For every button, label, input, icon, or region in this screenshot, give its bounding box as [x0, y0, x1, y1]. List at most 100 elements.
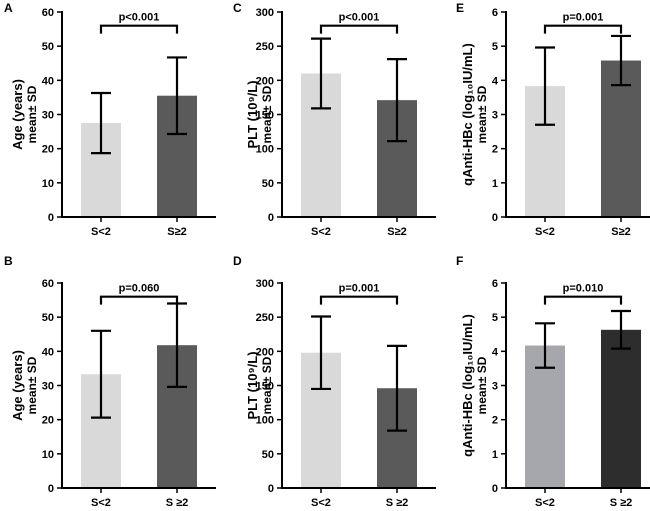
- panel-d-errorbar-s-2: [387, 344, 407, 432]
- panel-a-ytick-label: 50: [42, 41, 54, 53]
- panel-b-errorbar-s-2: [91, 329, 111, 419]
- panel-e-category-label: S<2: [535, 226, 555, 238]
- panel-f-ytick-label: 5: [492, 312, 498, 324]
- panel-c-ylabel-sub: mean± SD: [260, 85, 274, 143]
- panel-a-letter: A: [4, 1, 13, 15]
- panel-f-errorbar-s-2: [535, 322, 555, 369]
- panel-f-ytick-label: 3: [492, 381, 498, 393]
- panel-f-category-label: S<2: [535, 497, 555, 509]
- panel-a-ylabel-sub: mean± SD: [25, 85, 39, 143]
- panel-f-significance-bracket: [543, 295, 623, 305]
- panel-c-errorbar-s-2: [387, 58, 407, 143]
- panel-b-ylabel: Age (years): [10, 350, 25, 421]
- panel-f-ytick-label: 6: [492, 278, 498, 290]
- panel-c-errorbar-s-2: [311, 37, 331, 110]
- panel-d-ytick-label: 150: [256, 381, 274, 393]
- panel-c-ytick-label: 150: [256, 110, 274, 122]
- panel-b-category-label: S<2: [91, 497, 111, 509]
- panel-a-errorbar-s-2: [91, 91, 111, 155]
- panel-e-ytick-label: 4: [492, 75, 499, 87]
- panel-e-bar-s-2: [601, 60, 641, 218]
- panel-e-ytick-label: 3: [492, 110, 498, 122]
- panel-d-ytick-label: 300: [256, 278, 274, 290]
- panel-c-ylabel: PLT (10⁹/L): [245, 80, 260, 148]
- panel-c-significance-label: p<0.001: [339, 12, 380, 24]
- panel-d-letter: D: [233, 254, 242, 268]
- panel-a-ytick-label: 0: [48, 212, 54, 224]
- panel-d-ytick-label: 200: [256, 346, 274, 358]
- panel-a-category-label: S≥2: [167, 226, 187, 238]
- panel-a-ytick-label: 10: [42, 178, 54, 190]
- panel-f-ytick-label: 4: [492, 346, 499, 358]
- panel-d-ytick-label: 50: [262, 449, 274, 461]
- panel-e-letter: E: [456, 1, 464, 15]
- panel-d-ytick-label: 100: [256, 415, 274, 427]
- panel-f-ytick-label: 2: [492, 415, 498, 427]
- panel-f-ylabel: qAnti-HBc (log₁₀IU/mL): [460, 314, 475, 457]
- panel-d-ylabel: PLT (10⁹/L): [245, 351, 260, 419]
- panel-d-errorbar-s-2: [311, 315, 331, 391]
- panel-f-ytick-label: 0: [492, 483, 498, 495]
- panel-f-ylabel-sub: mean± SD: [475, 356, 489, 414]
- panel-a-ytick-label: 40: [42, 75, 54, 87]
- panel-e-errorbar-s-2: [611, 34, 631, 87]
- panel-c-ytick-label: 250: [256, 41, 274, 53]
- panel-b-letter: B: [4, 254, 13, 268]
- panel-b-ytick-label: 10: [42, 449, 54, 461]
- panel-b-ytick-label: 60: [42, 278, 54, 290]
- panel-b-ytick-label: 0: [48, 483, 54, 495]
- panel-d-significance-bracket: [319, 295, 399, 305]
- panel-e-errorbar-s-2: [535, 46, 555, 126]
- panel-f-letter: F: [456, 254, 463, 268]
- panel-d-ytick-label: 250: [256, 312, 274, 324]
- panel-b: B 0 10 20 30 40 50 60 S<2 S ≥2 p=0.060 Age (years) m…: [4, 254, 216, 509]
- panel-e-ylabel: qAnti-HBc (log₁₀IU/mL): [460, 43, 475, 186]
- panel-e-category-label: S≥2: [611, 226, 631, 238]
- panel-c-significance-bracket: [319, 24, 399, 34]
- panel-d: D 0 50 100 150 200 250 300 S<2 S ≥2 p=0.001 PLT (10…: [233, 254, 436, 509]
- panel-f-significance-label: p=0.010: [563, 283, 604, 295]
- panel-a-significance-label: p<0.001: [119, 12, 160, 24]
- panel-b-ytick-label: 20: [42, 415, 54, 427]
- panel-a-errorbar-s-2: [167, 56, 187, 136]
- panel-a-ylabel: Age (years): [10, 79, 25, 150]
- panel-c-ytick-label: 100: [256, 144, 274, 156]
- panel-b-category-label: S ≥2: [166, 497, 189, 509]
- panel-a-category-label: S<2: [91, 226, 111, 238]
- panel-e-ylabel-sub: mean± SD: [475, 85, 489, 143]
- panel-a-ytick-label: 30: [42, 110, 54, 122]
- panel-c-letter: C: [233, 1, 242, 15]
- panel-f-errorbar-s-2: [611, 309, 631, 350]
- panel-e: E 0 1 2 3 4 5 6 S<2 S≥2 p=0.001 qAnti-HBc (log₁₀IU/…: [456, 1, 650, 238]
- panel-b-significance-label: p=0.060: [119, 283, 160, 295]
- panel-c-ytick-label: 300: [256, 7, 274, 19]
- panel-e-ytick-label: 0: [492, 212, 498, 224]
- panel-b-ytick-label: 30: [42, 381, 54, 393]
- panel-c: C 0 50 100 150 200 250 300 S<2 S≥2 p<0.001 PLT (10⁹…: [233, 1, 436, 238]
- panel-e-significance-label: p=0.001: [563, 12, 604, 24]
- panel-e-ytick-label: 1: [492, 178, 498, 190]
- panel-b-ytick-label: 40: [42, 346, 54, 358]
- panel-c-category-label: S≥2: [387, 226, 407, 238]
- panel-e-significance-bracket: [543, 24, 623, 34]
- panel-f-bar-s-2: [525, 345, 565, 488]
- panel-e-ytick-label: 6: [492, 7, 498, 19]
- panel-e-ytick-label: 2: [492, 144, 498, 156]
- panel-c-ytick-label: 200: [256, 75, 274, 87]
- panel-d-ylabel-sub: mean± SD: [260, 356, 274, 414]
- panel-a-ytick-label: 20: [42, 144, 54, 156]
- panel-c-ytick-label: 50: [262, 178, 274, 190]
- panel-f: F 0 1 2 3 4 5 6 S<2 S ≥2 p=0.010 qAnti-HBc (log₁₀IU…: [456, 254, 650, 509]
- panel-a-ytick-label: 60: [42, 7, 54, 19]
- panel-f-ytick-label: 1: [492, 449, 498, 461]
- panel-b-ytick-label: 50: [42, 312, 54, 324]
- panel-d-category-label: S ≥2: [386, 497, 409, 509]
- panel-c-ytick-label: 0: [268, 212, 274, 224]
- panel-f-category-label: S ≥2: [610, 497, 633, 509]
- panel-d-significance-label: p=0.001: [339, 283, 380, 295]
- panel-b-ylabel-sub: mean± SD: [25, 356, 39, 414]
- panel-d-category-label: S<2: [311, 497, 331, 509]
- panel-c-category-label: S<2: [311, 226, 331, 238]
- panel-b-significance-bracket: [99, 295, 179, 305]
